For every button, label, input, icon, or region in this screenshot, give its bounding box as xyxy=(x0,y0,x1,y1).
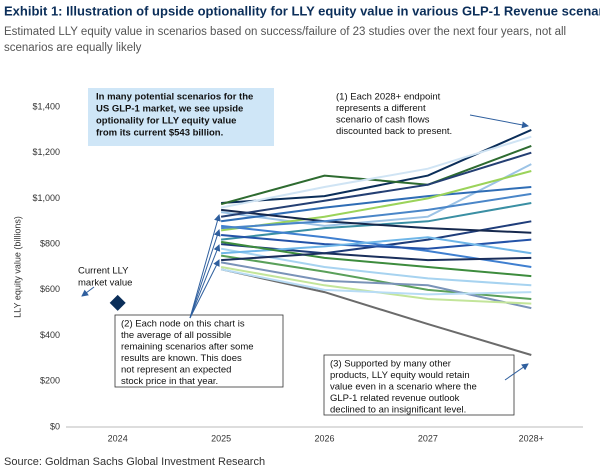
scenario-line xyxy=(220,135,532,209)
annotation-text: (1) Each 2028+ endpoint xyxy=(336,92,441,103)
annotation-text: In many potential scenarios for the xyxy=(96,92,253,103)
arrow xyxy=(189,244,221,319)
annotation-text: optionality for LLY equity value xyxy=(96,116,236,127)
arrow xyxy=(189,259,220,319)
scenario-line xyxy=(220,240,532,278)
annotation-text: from its current $543 billion. xyxy=(96,128,223,139)
x-tick-label: 2024 xyxy=(108,433,128,443)
annotation-text: scenario of cash flows xyxy=(336,115,430,126)
y-tick-label: $400 xyxy=(40,330,60,340)
annotation-box xyxy=(323,354,515,416)
scenario-line xyxy=(220,268,532,296)
annotation-text: declined to an insignificant level. xyxy=(330,405,466,416)
annotation-box xyxy=(330,88,502,140)
arrow xyxy=(189,214,221,319)
annotation-text: market value xyxy=(78,278,132,289)
y-tick-label: $200 xyxy=(40,376,60,386)
annotation-box xyxy=(88,88,274,146)
x-tick-label: 2025 xyxy=(211,433,231,443)
scenario-line xyxy=(220,268,532,356)
scenario-line xyxy=(220,186,532,223)
annotation-text: represents a different xyxy=(336,103,426,114)
y-tick-label: $800 xyxy=(40,239,60,249)
annotation-text: not represent an expected xyxy=(121,365,231,376)
annotation-text: results are known. This does xyxy=(121,353,242,364)
scenario-line xyxy=(220,144,532,206)
annotation-text: US GLP-1 market, we see upside xyxy=(96,104,243,115)
scenario-line xyxy=(220,170,532,232)
annotation-text: (2) Each node on this chart is xyxy=(121,319,245,330)
annotation-text: products, LLY equity would retain xyxy=(330,370,470,381)
scenario-line xyxy=(220,261,532,310)
annotation-text: value even in a scenario where the xyxy=(330,382,477,393)
subtitle: scenarios are equally likely xyxy=(4,42,142,54)
annotation-text: discounted back to present. xyxy=(336,126,452,137)
arrow xyxy=(469,114,529,129)
y-tick-label: $1,400 xyxy=(32,101,60,111)
scenario-line xyxy=(220,254,532,300)
scenario-line xyxy=(220,151,532,218)
annotation-box xyxy=(114,314,284,388)
source: Source: Goldman Sachs Global Investment … xyxy=(4,456,265,468)
scenario-line xyxy=(220,247,532,287)
chart-title: Exhibit 1: Illustration of upside option… xyxy=(4,3,600,18)
annotation-text: remaining scenarios after some xyxy=(121,342,254,353)
x-tick-label: 2026 xyxy=(314,433,334,443)
x-tick-label: 2028+ xyxy=(519,433,544,443)
y-axis-label: LLY equity value (billions) xyxy=(12,216,22,318)
arrow xyxy=(189,229,221,319)
y-tick-label: $600 xyxy=(40,284,60,294)
annotation-text: GLP-1 related revenue outlook xyxy=(330,393,460,404)
scenario-line xyxy=(221,234,532,250)
scenario-line xyxy=(220,163,532,227)
arrow xyxy=(504,363,529,381)
annotation-text: the average of all possible xyxy=(121,330,231,341)
scenario-line xyxy=(220,208,532,234)
arrow xyxy=(81,286,95,297)
subtitle: Estimated LLY equity value in scenarios … xyxy=(4,26,566,38)
annotation-text: (3) Supported by many other xyxy=(330,359,451,370)
current-value-marker xyxy=(109,294,126,311)
annotation-text: stock price in that year. xyxy=(121,376,218,387)
y-tick-label: $1,000 xyxy=(32,193,60,203)
annotation-text: Current LLY xyxy=(78,266,129,277)
y-tick-label: $1,200 xyxy=(32,147,60,157)
x-tick-label: 2027 xyxy=(418,433,438,443)
scenario-line xyxy=(221,252,532,262)
y-tick-label: $0 xyxy=(50,421,60,431)
scenario-line xyxy=(221,192,532,230)
